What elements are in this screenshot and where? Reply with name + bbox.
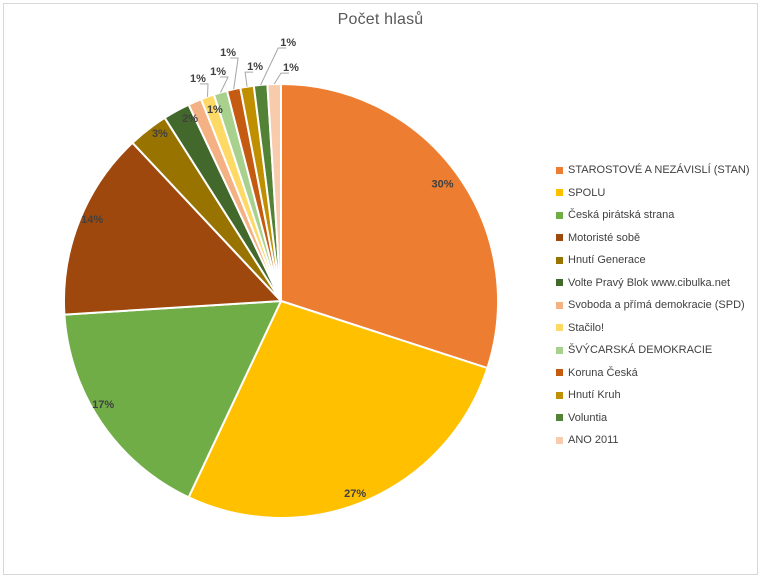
- pie-slice-starostov-a-nez-visl-stan[interactable]: [280, 83, 499, 370]
- legend-swatch-icon: [556, 234, 563, 242]
- legend-swatch-icon: [556, 369, 563, 377]
- legend-item-spolu[interactable]: SPOLU: [556, 182, 750, 205]
- pie-slice-motorist-sob[interactable]: [62, 141, 282, 316]
- legend-swatch-icon: [556, 256, 563, 264]
- legend-swatch-icon: [556, 211, 563, 219]
- legend-label: Hnutí Generace: [568, 254, 646, 267]
- legend-item-volte-prav-blok-www-cibulka-net[interactable]: Volte Pravý Blok www.cibulka.net: [556, 272, 750, 295]
- legend-item-hnut-generace[interactable]: Hnutí Generace: [556, 249, 750, 272]
- data-label-voluntia: 1%: [280, 37, 296, 49]
- legend-label: Svoboda a přímá demokracie (SPD): [568, 299, 745, 312]
- legend-item-motorist-sob[interactable]: Motoristé sobě: [556, 227, 750, 250]
- legend-label: STAROSTOVÉ A NEZÁVISLÍ (STAN): [568, 164, 750, 177]
- data-label-ano-2011: 1%: [283, 62, 299, 74]
- leader-line-koruna-esk: [230, 57, 239, 90]
- legend-swatch-icon: [556, 346, 563, 354]
- data-label-svoboda-a-p-m-demokracie-spd: 1%: [207, 104, 223, 116]
- data-label-v-carsk-demokracie: 1%: [210, 66, 226, 78]
- leader-line-hnut-kruh: [244, 71, 254, 87]
- data-label-koruna-esk: 1%: [220, 47, 236, 59]
- legend-swatch-icon: [556, 301, 563, 309]
- legend-swatch-icon: [556, 436, 563, 444]
- legend-item-svoboda-a-p-m-demokracie-spd[interactable]: Svoboda a přímá demokracie (SPD): [556, 294, 750, 317]
- data-label-hnut-generace: 3%: [152, 128, 168, 140]
- legend-item-esk-pir-tsk-strana[interactable]: Česká pirátská strana: [556, 204, 750, 227]
- legend-label: Motoristé sobě: [568, 231, 641, 244]
- legend-item-ano-2011[interactable]: ANO 2011: [556, 429, 750, 452]
- data-label-sta-ilo: 1%: [190, 73, 206, 85]
- legend-item-koruna-esk[interactable]: Koruna Česká: [556, 362, 750, 385]
- leader-line-v-carsk-demokracie: [220, 76, 229, 93]
- legend-label: ANO 2011: [568, 434, 619, 447]
- legend-swatch-icon: [556, 414, 563, 422]
- legend-label: Hnutí Kruh: [568, 389, 621, 402]
- legend-item-starostov-a-nez-visl-stan[interactable]: STAROSTOVÉ A NEZÁVISLÍ (STAN): [556, 159, 750, 182]
- legend-item-voluntia[interactable]: Voluntia: [556, 407, 750, 430]
- legend-label: ŠVÝCARSKÁ DEMOKRACIE: [568, 344, 713, 357]
- leader-line-sta-ilo: [200, 83, 209, 97]
- chart-title[interactable]: Počet hlasů: [337, 11, 424, 28]
- chart-legend: STAROSTOVÉ A NEZÁVISLÍ (STAN) SPOLU Česká …: [556, 159, 750, 452]
- legend-swatch-icon: [556, 279, 563, 287]
- legend-label: Stačilo!: [568, 321, 605, 334]
- leader-line-ano-2011: [273, 72, 289, 85]
- pie-slice-spolu[interactable]: [187, 300, 489, 519]
- data-label-starostov-a-nez-visl-stan: 30%: [431, 179, 453, 191]
- data-label-spolu: 27%: [344, 488, 366, 500]
- data-label-esk-pir-tsk-strana: 17%: [92, 399, 114, 411]
- data-label-hnut-kruh: 1%: [247, 61, 263, 73]
- legend-swatch-icon: [556, 166, 563, 174]
- legend-label: Volte Pravý Blok www.cibulka.net: [568, 276, 731, 289]
- legend-label: Česká pirátská strana: [568, 209, 675, 222]
- legend-swatch-icon: [556, 324, 563, 332]
- legend-label: SPOLU: [568, 186, 606, 199]
- leader-line-voluntia: [260, 47, 287, 86]
- legend-item-v-carsk-demokracie[interactable]: ŠVÝCARSKÁ DEMOKRACIE: [556, 339, 750, 362]
- legend-label: Voluntia: [568, 411, 608, 424]
- legend-swatch-icon: [556, 391, 563, 399]
- data-label-motorist-sob: 14%: [81, 214, 103, 226]
- legend-item-sta-ilo[interactable]: Stačilo!: [556, 317, 750, 340]
- data-label-volte-prav-blok-www-cibulka-net: 2%: [182, 113, 198, 125]
- legend-swatch-icon: [556, 189, 563, 197]
- legend-label: Koruna Česká: [568, 366, 638, 379]
- pie-slice-esk-pir-tsk-strana[interactable]: [63, 300, 282, 499]
- legend-item-hnut-kruh[interactable]: Hnutí Kruh: [556, 384, 750, 407]
